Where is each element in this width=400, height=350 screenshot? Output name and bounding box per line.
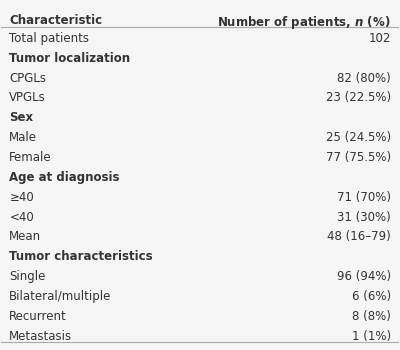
Text: Sex: Sex	[9, 111, 34, 124]
Text: 25 (24.5%): 25 (24.5%)	[326, 131, 391, 144]
Text: 48 (16–79): 48 (16–79)	[327, 230, 391, 243]
Text: 1 (1%): 1 (1%)	[352, 330, 391, 343]
Text: 96 (94%): 96 (94%)	[336, 270, 391, 283]
Text: 82 (80%): 82 (80%)	[337, 71, 391, 85]
Text: Number of patients, $\bfit{n}$ (%): Number of patients, $\bfit{n}$ (%)	[217, 14, 391, 30]
Text: Bilateral/multiple: Bilateral/multiple	[9, 290, 112, 303]
Text: 102: 102	[368, 32, 391, 45]
Text: Metastasis: Metastasis	[9, 330, 72, 343]
Text: 77 (75.5%): 77 (75.5%)	[326, 151, 391, 164]
Text: Male: Male	[9, 131, 37, 144]
Text: VPGLs: VPGLs	[9, 91, 46, 104]
Text: ≥40: ≥40	[9, 191, 34, 204]
Text: <40: <40	[9, 211, 34, 224]
Text: Tumor localization: Tumor localization	[9, 52, 130, 65]
Text: Recurrent: Recurrent	[9, 310, 67, 323]
Text: Total patients: Total patients	[9, 32, 89, 45]
Text: 6 (6%): 6 (6%)	[352, 290, 391, 303]
Text: 31 (30%): 31 (30%)	[337, 211, 391, 224]
Text: 23 (22.5%): 23 (22.5%)	[326, 91, 391, 104]
Text: Age at diagnosis: Age at diagnosis	[9, 171, 120, 184]
Text: 71 (70%): 71 (70%)	[337, 191, 391, 204]
Text: Characteristic: Characteristic	[9, 14, 102, 27]
Text: CPGLs: CPGLs	[9, 71, 46, 85]
Text: Mean: Mean	[9, 230, 42, 243]
Text: Single: Single	[9, 270, 46, 283]
Text: Tumor characteristics: Tumor characteristics	[9, 250, 153, 263]
Text: Female: Female	[9, 151, 52, 164]
Text: 8 (8%): 8 (8%)	[352, 310, 391, 323]
